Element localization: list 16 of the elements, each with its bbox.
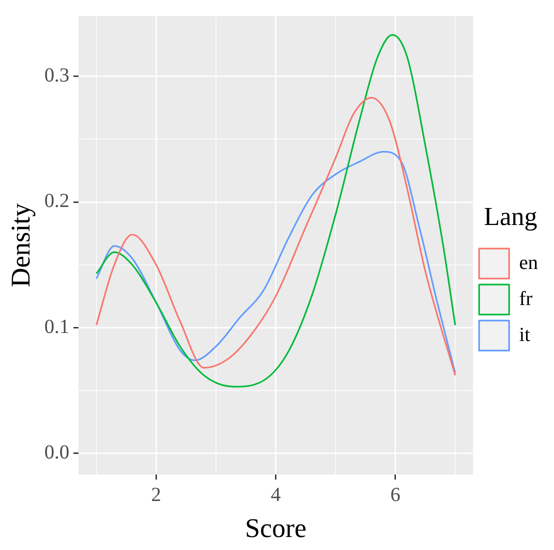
y-axis-title: Density: [5, 202, 36, 288]
line-series: [96, 96, 456, 376]
y-tick-label: 0.3: [44, 64, 70, 87]
x-tick-label: 2: [151, 484, 162, 506]
legend-label: en: [519, 252, 538, 274]
y-tick-label: 0.1: [44, 316, 70, 338]
x-tick-label: 6: [390, 484, 400, 506]
line-series: [96, 34, 456, 388]
legend-label: it: [519, 324, 531, 346]
y-tick-label: 0.0: [44, 441, 70, 464]
x-tick-label: 4: [270, 484, 281, 506]
y-tick-label: 0.2: [44, 190, 70, 212]
line-series: [96, 150, 456, 374]
legend-title: Lang: [484, 202, 538, 232]
x-axis-title: Score: [245, 512, 307, 543]
legend-label: fr: [519, 288, 533, 310]
